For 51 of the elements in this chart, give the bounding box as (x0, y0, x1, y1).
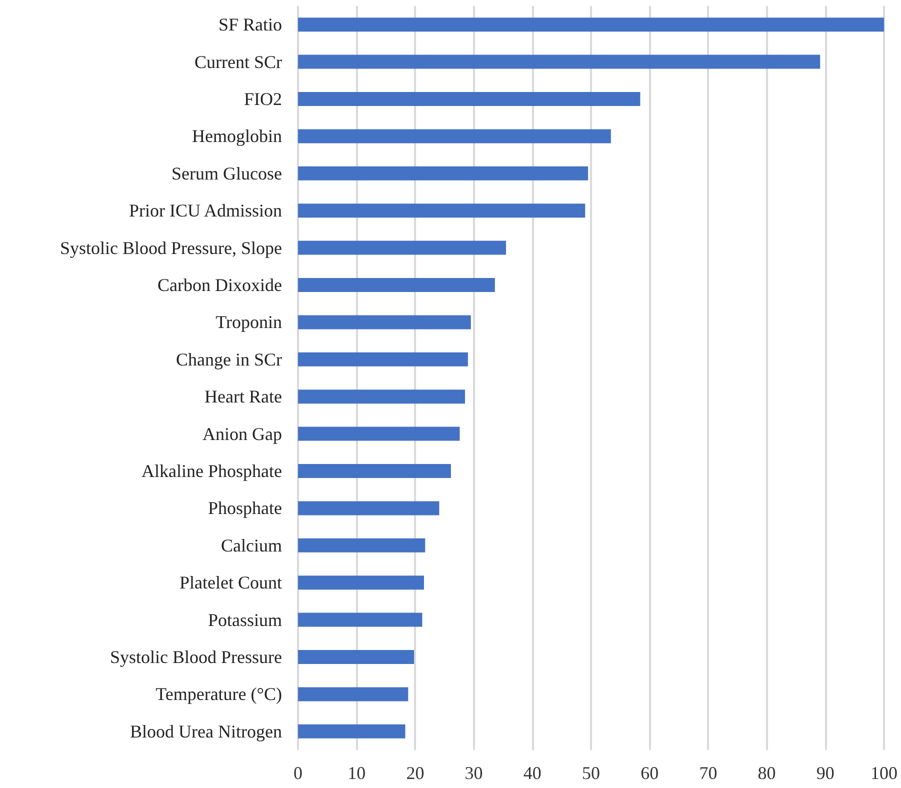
y-tick-label: Prior ICU Admission (128, 200, 282, 221)
y-tick-label: Current SCr (194, 52, 282, 72)
y-tick-label: Temperature (°C) (156, 684, 282, 704)
y-tick-label: Anion Gap (202, 424, 282, 444)
y-tick-label: Alkaline Phosphate (142, 461, 282, 481)
bar (298, 501, 440, 516)
x-tick-label: 10 (348, 763, 366, 783)
y-tick-label: Calcium (221, 535, 282, 556)
y-tick-label: Blood Urea Nitrogen (130, 721, 282, 742)
x-tick-label: 0 (294, 763, 302, 783)
x-tick-label: 30 (464, 763, 483, 783)
bar (298, 650, 414, 664)
x-tick-label: 50 (582, 763, 600, 783)
x-tick-label: 20 (406, 763, 424, 783)
bar (298, 166, 588, 180)
y-tick-label: Heart Rate (204, 386, 282, 407)
bar (298, 54, 820, 69)
bar (298, 612, 422, 627)
bar (298, 129, 611, 144)
y-tick-label: Troponin (216, 312, 282, 332)
x-tick-label: 90 (816, 763, 834, 783)
bar (298, 576, 424, 590)
bar (298, 538, 426, 552)
y-tick-label: Platelet Count (180, 572, 282, 593)
x-tick-label: 100 (870, 763, 898, 783)
y-tick-label: Systolic Blood Pressure, Slope (60, 238, 282, 258)
y-tick-label: Change in SCr (176, 349, 282, 370)
bar (298, 278, 495, 292)
y-tick-label: Potassium (208, 610, 282, 630)
bar (298, 204, 586, 218)
bar (298, 240, 506, 255)
y-tick-label: SF Ratio (218, 14, 282, 35)
bar (298, 352, 468, 366)
x-tick-label: 60 (640, 763, 659, 783)
bar (298, 426, 460, 441)
bar (298, 687, 408, 702)
y-tick-label: Serum Glucose (172, 163, 282, 184)
bar (298, 315, 471, 330)
bar (298, 18, 884, 32)
x-tick-label: 40 (523, 763, 542, 783)
y-tick-label: Phosphate (208, 498, 282, 518)
x-tick-label: 70 (699, 763, 718, 783)
bar (298, 92, 640, 106)
bar (298, 390, 466, 404)
y-tick-label: Systolic Blood Pressure (110, 647, 282, 667)
bar (298, 724, 406, 738)
bar (298, 464, 451, 478)
y-tick-label: FIO2 (244, 89, 282, 109)
y-tick-label: Carbon Dixoxide (158, 275, 282, 295)
y-tick-label: Hemoglobin (192, 126, 282, 146)
x-tick-label: 80 (758, 763, 776, 783)
